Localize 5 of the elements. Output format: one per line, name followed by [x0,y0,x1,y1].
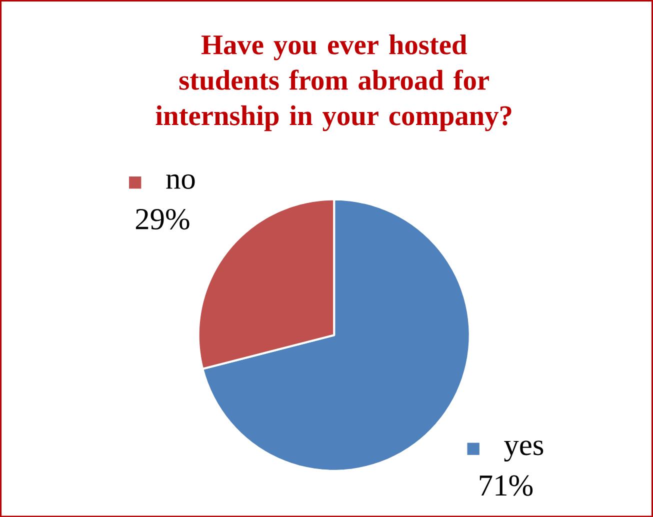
data-label: 29% [136,208,190,230]
legend-label: no [166,174,195,189]
data-label: 71% [480,475,533,496]
chart-title: Have you ever hosted students from abroad for internship in your company? [156,34,512,132]
legend-label: yes [504,440,544,462]
